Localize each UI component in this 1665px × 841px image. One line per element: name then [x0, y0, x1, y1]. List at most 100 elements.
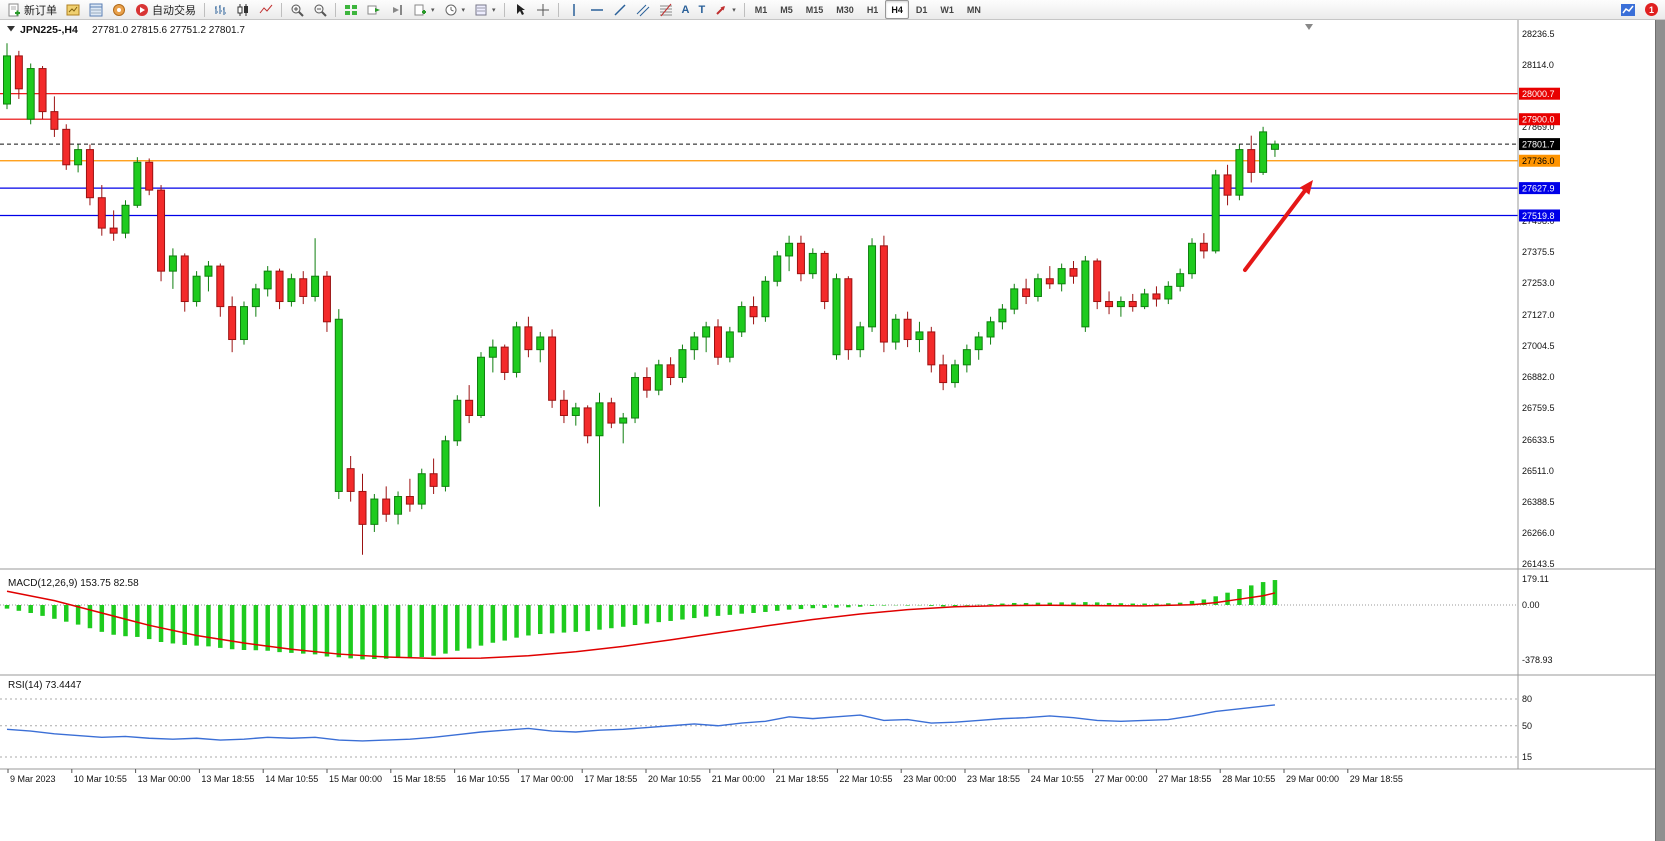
bear-candle: [358, 490, 367, 525]
bull-candle: [287, 278, 296, 303]
bar-chart-icon: [213, 3, 227, 17]
auto-trading-button[interactable]: 自动交易: [131, 0, 200, 19]
bear-candle: [228, 306, 237, 341]
text-icon: A: [681, 3, 690, 16]
timeframe-m1[interactable]: M1: [749, 0, 774, 19]
price-axis-label: 27869.0: [1522, 122, 1555, 132]
bull-candle: [417, 473, 426, 505]
bear-candle: [500, 346, 509, 373]
bull-candle: [121, 204, 130, 234]
bear-candle: [145, 161, 154, 191]
arrows-icon[interactable]: ▾: [710, 0, 740, 19]
time-axis-label: 29 Mar 18:55: [1350, 774, 1403, 784]
timeframe-w1[interactable]: W1: [934, 0, 960, 19]
chart-shift-icon[interactable]: [386, 0, 408, 19]
horizontal-line-icon[interactable]: [586, 0, 608, 19]
candlestick-chart-icon: [236, 3, 250, 17]
bull-candle: [761, 280, 770, 318]
time-axis-label: 20 Mar 10:55: [648, 774, 701, 784]
price-axis-label: 27004.5: [1522, 341, 1555, 351]
timeframe-m5[interactable]: M5: [774, 0, 799, 19]
channel-icon[interactable]: [632, 0, 654, 19]
dropdown-arrow-icon[interactable]: ▾: [492, 6, 496, 14]
bear-candle: [1199, 242, 1208, 252]
zoom-out-icon: [313, 3, 327, 17]
toolbar-separator: [281, 2, 282, 17]
time-axis-label: 29 Mar 00:00: [1286, 774, 1339, 784]
cursor-icon[interactable]: [509, 0, 531, 19]
trend-arrow-annotation[interactable]: [1243, 184, 1311, 272]
alerts-icon[interactable]: [108, 0, 130, 19]
zoom-out-icon[interactable]: [309, 0, 331, 19]
chart-menu-icon[interactable]: [7, 26, 15, 32]
vertical-line-icon[interactable]: [563, 0, 585, 19]
line-chart-icon[interactable]: [255, 0, 277, 19]
bull-candle: [868, 245, 877, 328]
price-axis[interactable]: 28236.528114.027869.027498.027375.527253…: [1519, 29, 1560, 569]
notification-badge[interactable]: 1: [1645, 3, 1658, 16]
bull-candle: [441, 440, 450, 487]
bear-candle: [1069, 268, 1078, 277]
timeframe-h1[interactable]: H1: [861, 0, 885, 19]
auto-scroll-icon[interactable]: [363, 0, 385, 19]
bull-candle: [370, 498, 379, 525]
time-axis-label: 14 Mar 10:55: [265, 774, 318, 784]
zoom-in-icon[interactable]: [286, 0, 308, 19]
bear-candle: [524, 326, 533, 351]
chart-shift-icon: [390, 3, 404, 17]
timeframe-d1[interactable]: D1: [910, 0, 934, 19]
timeframe-mn[interactable]: MN: [961, 0, 987, 19]
dropdown-arrow-icon[interactable]: ▾: [461, 6, 466, 14]
text-icon[interactable]: A: [678, 0, 694, 19]
price-axis-label: 28114.0: [1522, 60, 1554, 70]
new-chart-icon[interactable]: ▾: [409, 0, 439, 19]
arrows-icon: [714, 3, 728, 17]
tile-windows-icon[interactable]: [340, 0, 362, 19]
bull-candle: [311, 275, 320, 297]
trendline-icon[interactable]: [609, 0, 631, 19]
text-label-icon[interactable]: T: [695, 0, 710, 19]
market-watch-icon[interactable]: [85, 0, 107, 19]
templates-icon[interactable]: ▾: [470, 0, 500, 19]
charts-icon[interactable]: [62, 0, 84, 19]
bull-candle: [251, 288, 260, 308]
bull-candle: [808, 252, 817, 275]
crosshair-icon: [536, 3, 550, 17]
rsi-axis-label: 80: [1522, 694, 1532, 704]
timeframe-mn-label: MN: [966, 4, 981, 15]
timeframe-h4[interactable]: H4: [885, 0, 909, 19]
candlestick-chart-icon[interactable]: [232, 0, 254, 19]
bear-candle: [927, 331, 936, 366]
time-axis[interactable]: 9 Mar 2023 10 Mar 10:55 13 Mar 00:00 13 Mar…: [7, 769, 1403, 784]
vertical-line-icon: [567, 3, 581, 17]
chart-shift-marker-icon[interactable]: [1305, 24, 1313, 30]
crosshair-icon[interactable]: [532, 0, 554, 19]
time-axis-label: 23 Mar 18:55: [967, 774, 1020, 784]
bull-candle: [1081, 260, 1090, 328]
price-axis-label: 26143.5: [1522, 559, 1555, 569]
timeframe-m30[interactable]: M30: [830, 0, 860, 19]
bar-chart-icon[interactable]: [209, 0, 231, 19]
trend-arrow-head[interactable]: [1299, 180, 1313, 195]
bear-candle: [714, 326, 722, 358]
bear-candle: [939, 364, 948, 384]
bull-candle: [690, 336, 699, 351]
periods-icon[interactable]: ▾: [440, 0, 470, 19]
bull-candle: [204, 265, 213, 277]
window-edge-scrollbar[interactable]: [1655, 20, 1665, 841]
periods-icon: [444, 3, 458, 17]
fibonacci-icon[interactable]: [655, 0, 677, 19]
bull-candle: [1033, 278, 1042, 297]
timeframe-m15[interactable]: M15: [800, 0, 830, 19]
current-price-label-text: 27801.7: [1522, 140, 1555, 150]
price-chart[interactable]: JPN225-,H4 27781.0 27815.6 27751.2 27801.…: [0, 20, 1656, 841]
new-order-button[interactable]: 新订单: [3, 0, 61, 19]
bear-candle: [180, 255, 189, 303]
dropdown-arrow-icon[interactable]: ▾: [732, 6, 736, 14]
price-axis-label: 26266.0: [1522, 528, 1555, 538]
dropdown-arrow-icon[interactable]: ▾: [431, 6, 435, 14]
chart-window-icon[interactable]: [1616, 0, 1640, 19]
macd-signal-line: [6, 590, 1276, 660]
price-level-label: [1519, 209, 1560, 222]
time-axis-label: 27 Mar 00:00: [1095, 774, 1148, 784]
